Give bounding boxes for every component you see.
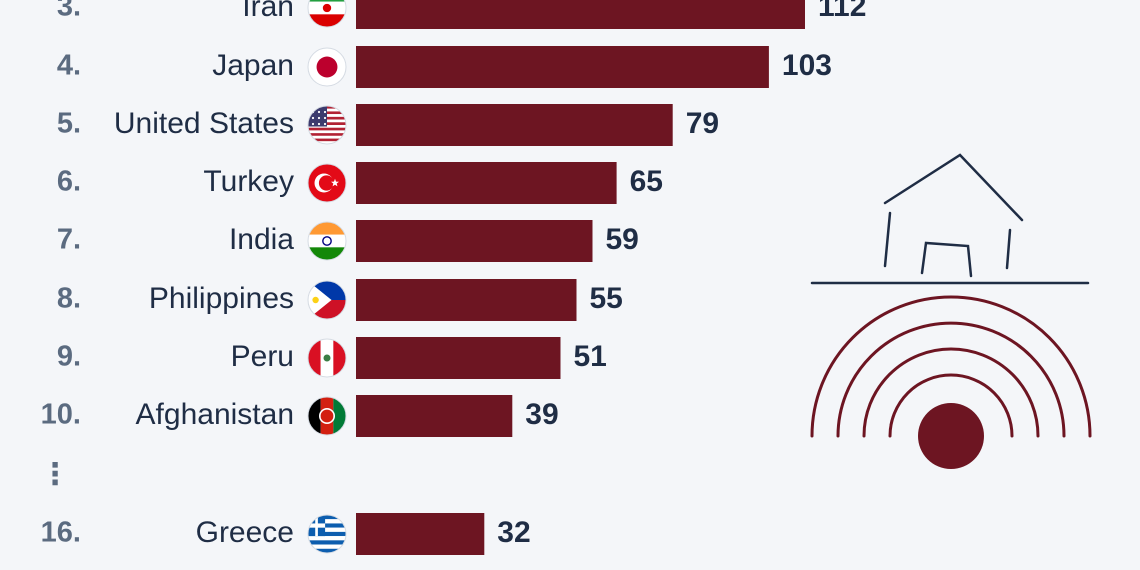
bar	[356, 0, 805, 29]
bar-row-iran: 3. Iran 112	[57, 0, 866, 29]
country-label: Turkey	[203, 165, 294, 198]
country-label: Philippines	[149, 282, 294, 315]
bar-row-india: 7. India 59	[57, 220, 639, 262]
seismic-wave-4	[810, 295, 1092, 438]
value-label: 59	[606, 223, 639, 256]
seismic-wave-2	[862, 347, 1040, 438]
bar	[356, 337, 561, 379]
bar	[356, 279, 577, 321]
value-label: 65	[630, 165, 663, 198]
country-label: Greece	[196, 516, 294, 549]
value-label: 103	[782, 49, 832, 82]
seismic-wave-3	[836, 321, 1066, 438]
bar	[356, 46, 769, 88]
rank-label: 9.	[57, 341, 81, 373]
bar	[356, 513, 485, 555]
rank-label: 3.	[57, 0, 81, 23]
bar	[356, 104, 673, 146]
rank-continuation-marker: ⋮	[40, 458, 70, 491]
country-label: Afghanistan	[136, 398, 294, 431]
rank-label: 10.	[41, 399, 81, 431]
value-label: 32	[497, 516, 530, 549]
country-label: Japan	[212, 49, 294, 82]
iran-flag-icon	[307, 0, 347, 28]
bar-row-afghanistan: 10. Afghanistan 39	[41, 395, 559, 437]
value-label: 51	[574, 340, 607, 373]
bar-row-japan: 4. Japan 103	[57, 46, 832, 88]
epicenter-circle	[918, 403, 984, 469]
house-roof	[883, 153, 1024, 222]
india-flag-icon	[307, 221, 347, 261]
house-door	[920, 241, 973, 278]
peru-flag-icon	[307, 338, 347, 378]
rank-label: 5.	[57, 108, 81, 140]
bar-row-greece: 16. Greece 32	[41, 513, 531, 555]
house-left-wall	[883, 211, 892, 268]
house-earthquake-icon	[810, 153, 1092, 469]
value-label: 39	[525, 398, 558, 431]
chart-rows: 3. Iran 112 4. Japan 103 5. United States 79 6. Tu…	[41, 0, 866, 555]
rank-label: 16.	[41, 517, 81, 549]
rank-label: 7.	[57, 224, 81, 256]
value-label: 55	[590, 282, 623, 315]
united-states-flag-icon	[307, 105, 347, 145]
rank-label: 8.	[57, 283, 81, 315]
bar	[356, 162, 617, 204]
bar-row-peru: 9. Peru 51	[57, 337, 607, 379]
bar-row-philippines: 8. Philippines 55	[57, 279, 623, 321]
seismic-wave-1	[888, 373, 1014, 438]
bar	[356, 395, 513, 437]
japan-flag-icon	[307, 47, 347, 87]
country-label: Iran	[242, 0, 294, 23]
rank-label: 6.	[57, 166, 81, 198]
bar	[356, 220, 593, 262]
country-label: United States	[114, 107, 294, 140]
country-label: India	[229, 223, 294, 256]
house-right-wall	[1005, 228, 1012, 270]
philippines-flag-icon	[307, 280, 347, 320]
afghanistan-flag-icon	[307, 396, 347, 436]
turkey-flag-icon	[307, 163, 347, 203]
rank-label: 4.	[57, 50, 81, 82]
value-label: 79	[686, 107, 719, 140]
bar-row-turkey: 6. Turkey 65	[57, 162, 663, 204]
greece-flag-icon	[307, 514, 347, 554]
value-label: 112	[818, 0, 866, 23]
bar-row-united-states: 5. United States 79	[57, 104, 719, 146]
country-label: Peru	[231, 340, 294, 373]
